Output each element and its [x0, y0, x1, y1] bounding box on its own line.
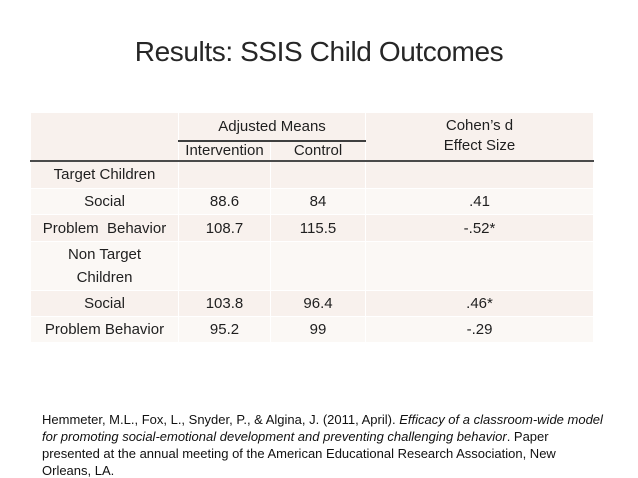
- citation-title: Efficacy of a classroom-wide model for p…: [42, 412, 603, 444]
- adjusted-means-header: Adjusted Means: [177, 112, 367, 142]
- citation-venue: . Paper presented at the annual meeting …: [42, 429, 556, 478]
- section-label: Target Children: [30, 160, 179, 189]
- table-header-row-1: Adjusted Means Cohen’s d Effect Size: [30, 112, 595, 162]
- section-label-line1: Non Target: [67, 246, 142, 263]
- control-header: Control: [269, 140, 367, 162]
- table-header-row-2: Intervention Control: [31, 140, 594, 162]
- intervention-value: 88.6: [178, 188, 271, 215]
- cohens-d-header: Cohen’s d Effect Size: [365, 112, 595, 162]
- empty-cell: [365, 241, 595, 291]
- citation-authors: Hemmeter, M.L., Fox, L., Snyder, P., & A…: [42, 412, 400, 427]
- intervention-value: 103.8: [178, 290, 271, 317]
- cohens-d-line1: Cohen’s d: [445, 117, 514, 135]
- corner-cell: [30, 112, 179, 162]
- intervention-value: 95.2: [178, 316, 271, 343]
- effect-size-value: .41: [365, 188, 595, 215]
- intervention-value: 108.7: [178, 214, 271, 242]
- data-row-target-social: Social 88.6 84 .41: [30, 188, 595, 215]
- section-label-line1: Target Children: [53, 166, 156, 184]
- empty-cell: [269, 241, 367, 291]
- empty-cell: [178, 160, 271, 189]
- effect-size-value: -.52*: [365, 214, 595, 242]
- effect-size-value: .46*: [365, 290, 595, 317]
- control-value: 96.4: [269, 290, 367, 317]
- citation: Hemmeter, M.L., Fox, L., Snyder, P., & A…: [42, 411, 608, 478]
- empty-cell: [365, 160, 595, 189]
- control-value: 115.5: [269, 214, 367, 242]
- effect-size-value: -.29: [365, 316, 595, 343]
- data-row-nontarget-social: Social 103.8 96.4 .46*: [30, 290, 595, 317]
- cohens-d-line2: Effect Size: [443, 137, 516, 155]
- empty-cell: [269, 160, 367, 189]
- data-row-target-problem-behavior: Problem Behavior 108.7 115.5 -.52*: [30, 214, 595, 242]
- row-label: Problem Behavior: [30, 214, 179, 242]
- control-value: 99: [269, 316, 367, 343]
- row-label: Social: [30, 188, 179, 215]
- section-row-non-target-children: Non Target Children: [30, 241, 595, 291]
- control-value: 84: [269, 188, 367, 215]
- row-label: Social: [30, 290, 179, 317]
- results-table: Adjusted Means Cohen’s d Effect Size Int…: [30, 112, 595, 343]
- section-row-target-children: Target Children: [30, 160, 595, 189]
- empty-cell: [178, 241, 271, 291]
- intervention-header: Intervention: [178, 140, 271, 162]
- section-label-line2: Children: [76, 269, 133, 286]
- data-row-nontarget-problem-behavior: Problem Behavior 95.2 99 -.29: [30, 316, 595, 343]
- row-label: Problem Behavior: [30, 316, 179, 343]
- section-label: Non Target Children: [30, 241, 179, 291]
- slide-title: Results: SSIS Child Outcomes: [134, 36, 504, 67]
